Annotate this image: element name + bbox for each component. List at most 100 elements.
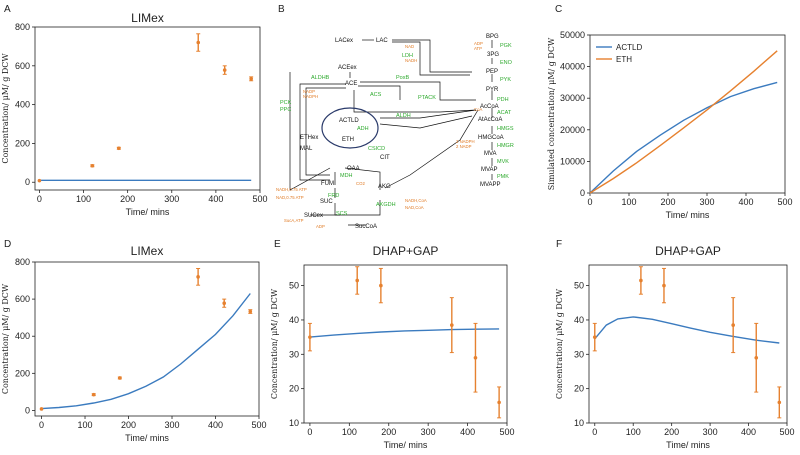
data-point bbox=[222, 68, 227, 72]
cofactor-atp: ATP bbox=[474, 46, 482, 51]
model-fit-line bbox=[309, 328, 500, 338]
enzyme-hmgr: HMGR bbox=[497, 143, 514, 149]
y-tick-label: 10 bbox=[574, 418, 584, 428]
x-tick-label: 200 bbox=[120, 194, 135, 204]
node-mva: MVA bbox=[484, 151, 497, 157]
data-point bbox=[473, 355, 478, 360]
y-tick-label: 30 bbox=[289, 349, 299, 359]
x-tick-label: 200 bbox=[660, 197, 675, 207]
enzyme-acs: ACS bbox=[370, 92, 382, 98]
y-tick-label: 400 bbox=[15, 331, 30, 341]
cofactor-nad: NAD bbox=[405, 44, 414, 49]
data-point bbox=[90, 163, 95, 168]
node-hmgcoa: HMGCoA bbox=[478, 135, 504, 141]
cofactor-2-nadph: 2 NADPH bbox=[456, 139, 475, 144]
node-mvapp: MVAPP bbox=[480, 182, 501, 188]
cofactor-nad-coa: NAD,CoA bbox=[405, 205, 424, 210]
x-tick-label: 300 bbox=[164, 194, 179, 204]
node-pyr: PYR bbox=[486, 87, 499, 93]
chart-limex-d: 0 100 200 300 400 500 0 200 400 600 800 Time/ mins C… bbox=[1, 244, 267, 443]
data-point bbox=[731, 323, 735, 327]
enzyme-adh: ADH bbox=[357, 126, 369, 132]
node-akg: AKG bbox=[378, 184, 391, 190]
node-accoa: AcCoA bbox=[480, 104, 499, 110]
x-tick-label: 100 bbox=[621, 197, 636, 207]
x-tick-label: 100 bbox=[76, 194, 91, 204]
cofactor-coa: CoA bbox=[474, 107, 482, 112]
x-tick-label: 300 bbox=[421, 427, 436, 437]
chart-title: DHAP+GAP bbox=[373, 244, 439, 258]
chart-dhap-gap-e: 0 100 200 300 400 500 10 20 30 40 50 Time/ mins Conc… bbox=[270, 244, 515, 450]
model-fit-line bbox=[594, 316, 780, 344]
x-tick-label: 200 bbox=[381, 427, 396, 437]
y-tick-label: 200 bbox=[15, 138, 30, 148]
data-point bbox=[222, 301, 227, 305]
enzyme-mvk: MVK bbox=[497, 159, 509, 165]
data-point bbox=[662, 283, 666, 288]
node-fum: FUM bbox=[321, 181, 334, 187]
data-point bbox=[196, 275, 200, 279]
enzyme-ldh: LDH bbox=[402, 53, 413, 59]
y-tick-label: 20 bbox=[289, 384, 299, 394]
data-point bbox=[450, 323, 454, 327]
chart-simulated-c: 0 100 200 300 400 500 0 10000 20000 30000 40000 500… bbox=[547, 30, 793, 220]
cofactor-nad-075-atp: NAD,0.75 ATP bbox=[276, 195, 304, 200]
y-tick-label: 0 bbox=[25, 405, 30, 415]
x-tick-label: 300 bbox=[699, 197, 714, 207]
node-eth: ETH bbox=[342, 137, 354, 143]
metabolic-pathway-diagram: LACex LAC ACEex BPG 3PG PEP PYR ACE AcCo… bbox=[276, 34, 514, 230]
x-tick-label: 100 bbox=[626, 427, 641, 437]
chart-limex-a: 0 100 200 300 400 500 0 200 400 600 800 Time/ mins C… bbox=[1, 11, 268, 217]
enzyme-scs: SCS bbox=[336, 211, 348, 217]
data-point bbox=[497, 400, 501, 405]
node-bpg: BPG bbox=[486, 34, 499, 40]
node-ethex: ETHex bbox=[300, 135, 318, 141]
cofactor-adp-2: ADP bbox=[316, 224, 325, 229]
enzyme-pgk: PGK bbox=[500, 43, 512, 49]
enzyme-mdh: MDH bbox=[340, 173, 353, 179]
node-atacoa: AtAcCoA bbox=[478, 117, 502, 123]
y-tick-label: 10000 bbox=[560, 156, 585, 166]
cofactor-nadph: NADPH bbox=[303, 94, 318, 99]
chart-title: DHAP+GAP bbox=[655, 244, 721, 258]
plot-frame bbox=[589, 34, 786, 194]
series-line-eth bbox=[589, 50, 778, 194]
data-point bbox=[37, 178, 42, 183]
chart-title: LIMex bbox=[131, 244, 164, 258]
data-point bbox=[592, 335, 597, 339]
y-tick-label: 20000 bbox=[560, 125, 585, 135]
data-point bbox=[249, 77, 253, 81]
data-point bbox=[248, 309, 253, 314]
y-tick-label: 30000 bbox=[560, 93, 585, 103]
y-tick-label: 30 bbox=[574, 349, 584, 359]
model-fit-line bbox=[41, 293, 251, 410]
data-point bbox=[118, 376, 122, 380]
data-point bbox=[117, 146, 121, 151]
y-tick-label: 600 bbox=[15, 294, 30, 304]
x-tick-label: 500 bbox=[777, 197, 792, 207]
node-lac: LAC bbox=[376, 38, 388, 44]
enzyme-pmk: PMK bbox=[497, 174, 509, 180]
panel-label-e: E bbox=[274, 239, 281, 250]
y-tick-label: 20 bbox=[574, 384, 584, 394]
x-tick-label: 500 bbox=[251, 420, 266, 430]
y-axis-label: Concentration/ μM/ g DCW bbox=[270, 288, 279, 399]
node-ace: ACE bbox=[345, 81, 357, 87]
y-tick-label: 40 bbox=[574, 315, 584, 325]
x-tick-label: 100 bbox=[342, 427, 357, 437]
panel-label-c: C bbox=[555, 4, 562, 15]
node-aceex: ACEex bbox=[338, 65, 357, 71]
data-point bbox=[379, 283, 383, 288]
cofactor-nadp: NADP bbox=[303, 89, 315, 94]
legend-label: ETH bbox=[616, 55, 632, 64]
data-point bbox=[754, 355, 759, 360]
y-tick-label: 40 bbox=[289, 315, 299, 325]
y-tick-label: 40000 bbox=[560, 62, 585, 72]
y-axis-label: Concentration/ μM/ g DCW bbox=[555, 288, 564, 399]
enzyme-ppc: PPC bbox=[280, 107, 291, 113]
y-tick-label: 800 bbox=[15, 257, 30, 267]
x-tick-label: 300 bbox=[703, 427, 718, 437]
data-point bbox=[639, 278, 643, 283]
node-cit: CIT bbox=[380, 155, 390, 161]
x-tick-label: 500 bbox=[779, 427, 794, 437]
